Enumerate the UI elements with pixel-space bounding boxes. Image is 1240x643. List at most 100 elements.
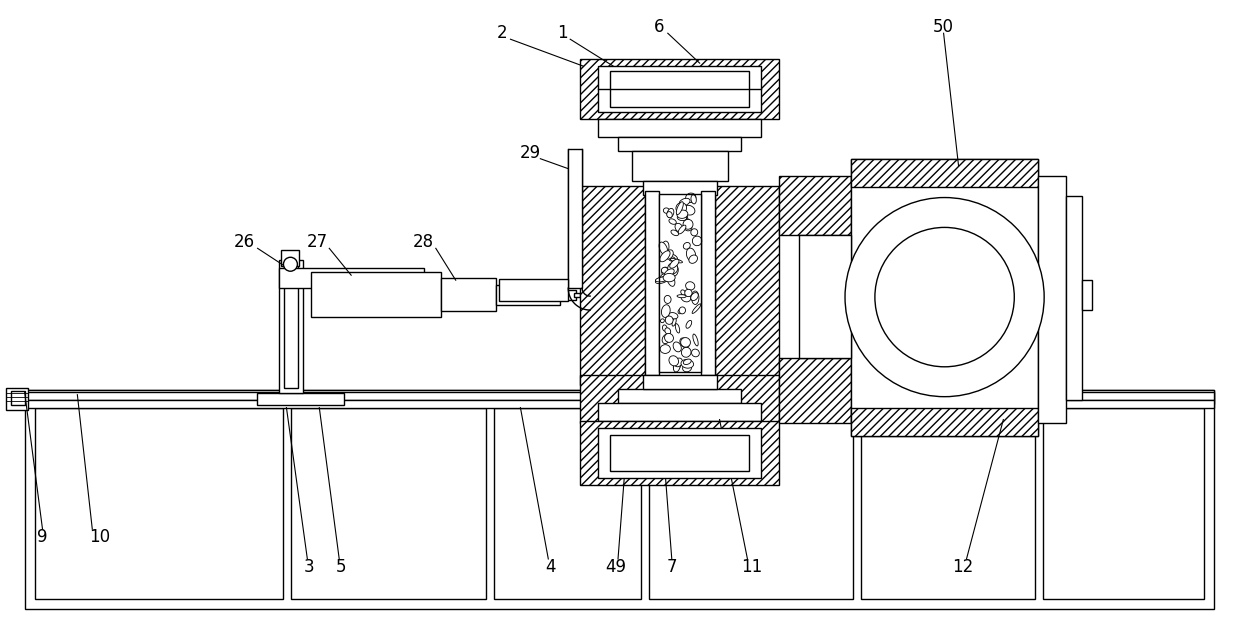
Bar bbox=[279, 268, 424, 288]
Ellipse shape bbox=[676, 203, 687, 213]
Text: 27: 27 bbox=[306, 233, 327, 251]
Ellipse shape bbox=[660, 242, 667, 255]
Ellipse shape bbox=[673, 342, 681, 352]
Ellipse shape bbox=[656, 277, 668, 282]
Bar bbox=[1038, 176, 1066, 422]
Ellipse shape bbox=[662, 267, 668, 275]
Text: 4: 4 bbox=[546, 558, 556, 576]
Text: 7: 7 bbox=[667, 558, 677, 576]
Bar bbox=[580, 375, 645, 422]
Ellipse shape bbox=[661, 319, 665, 323]
Ellipse shape bbox=[686, 193, 696, 203]
Ellipse shape bbox=[684, 225, 692, 231]
Bar bbox=[25, 390, 1214, 404]
Bar bbox=[658, 194, 701, 372]
Bar bbox=[35, 408, 284, 599]
Text: 2: 2 bbox=[497, 24, 508, 42]
Ellipse shape bbox=[662, 325, 667, 331]
Circle shape bbox=[844, 197, 1044, 397]
Ellipse shape bbox=[656, 276, 668, 284]
Ellipse shape bbox=[668, 219, 676, 224]
Ellipse shape bbox=[680, 198, 689, 206]
Bar bbox=[642, 181, 717, 195]
Ellipse shape bbox=[668, 356, 678, 366]
Ellipse shape bbox=[693, 334, 698, 346]
Bar bbox=[714, 375, 779, 422]
Ellipse shape bbox=[667, 263, 678, 274]
Text: 9: 9 bbox=[37, 528, 48, 546]
Bar bbox=[580, 59, 779, 119]
Bar bbox=[25, 390, 1214, 609]
Text: 5: 5 bbox=[336, 558, 346, 576]
Ellipse shape bbox=[661, 274, 670, 279]
Ellipse shape bbox=[677, 210, 688, 219]
Ellipse shape bbox=[668, 257, 675, 261]
Bar bbox=[281, 250, 299, 266]
Bar bbox=[861, 408, 1035, 599]
Bar bbox=[851, 159, 1038, 435]
Ellipse shape bbox=[692, 291, 699, 304]
Ellipse shape bbox=[663, 208, 670, 213]
Bar bbox=[279, 260, 304, 393]
Ellipse shape bbox=[681, 293, 691, 302]
Bar bbox=[632, 150, 728, 181]
Ellipse shape bbox=[691, 229, 698, 236]
Text: 10: 10 bbox=[89, 528, 110, 546]
Text: 1: 1 bbox=[557, 24, 568, 42]
Ellipse shape bbox=[680, 307, 686, 314]
Ellipse shape bbox=[677, 215, 687, 221]
Bar bbox=[701, 190, 714, 375]
Ellipse shape bbox=[673, 360, 681, 371]
Bar bbox=[291, 408, 486, 599]
Ellipse shape bbox=[682, 347, 691, 358]
Ellipse shape bbox=[661, 267, 668, 273]
Ellipse shape bbox=[665, 328, 671, 334]
Ellipse shape bbox=[660, 251, 670, 262]
Ellipse shape bbox=[678, 225, 686, 234]
Bar bbox=[558, 290, 577, 300]
Ellipse shape bbox=[681, 359, 693, 368]
Bar bbox=[25, 392, 1214, 400]
Bar bbox=[658, 194, 701, 372]
Bar bbox=[25, 400, 1214, 408]
Ellipse shape bbox=[683, 242, 691, 249]
Ellipse shape bbox=[692, 349, 699, 357]
Bar bbox=[779, 176, 851, 235]
Ellipse shape bbox=[683, 219, 689, 226]
Bar bbox=[598, 66, 761, 112]
Ellipse shape bbox=[675, 358, 682, 367]
Bar bbox=[618, 137, 742, 150]
Text: 50: 50 bbox=[932, 18, 954, 36]
Bar bbox=[498, 279, 568, 301]
Ellipse shape bbox=[673, 362, 680, 372]
Text: 12: 12 bbox=[952, 558, 973, 576]
Text: 29: 29 bbox=[520, 144, 541, 162]
Ellipse shape bbox=[671, 230, 678, 235]
Bar bbox=[714, 186, 779, 385]
Ellipse shape bbox=[660, 345, 671, 354]
Ellipse shape bbox=[665, 250, 673, 259]
Circle shape bbox=[875, 228, 1014, 367]
Bar bbox=[800, 235, 851, 358]
Ellipse shape bbox=[672, 318, 676, 326]
Bar bbox=[574, 293, 580, 297]
Ellipse shape bbox=[671, 258, 682, 263]
Bar bbox=[598, 428, 761, 478]
Text: 28: 28 bbox=[412, 233, 434, 251]
Bar bbox=[618, 389, 742, 403]
Ellipse shape bbox=[692, 236, 702, 246]
Ellipse shape bbox=[665, 295, 671, 303]
Ellipse shape bbox=[677, 294, 686, 298]
Ellipse shape bbox=[668, 254, 677, 261]
Ellipse shape bbox=[681, 213, 688, 220]
Text: 26: 26 bbox=[234, 233, 255, 251]
Circle shape bbox=[284, 257, 298, 271]
Ellipse shape bbox=[665, 269, 675, 277]
Ellipse shape bbox=[661, 305, 670, 318]
Bar bbox=[645, 190, 658, 375]
Text: 49: 49 bbox=[605, 558, 626, 576]
Bar bbox=[311, 272, 440, 317]
Ellipse shape bbox=[662, 334, 670, 343]
Ellipse shape bbox=[666, 316, 673, 324]
Ellipse shape bbox=[683, 219, 693, 229]
